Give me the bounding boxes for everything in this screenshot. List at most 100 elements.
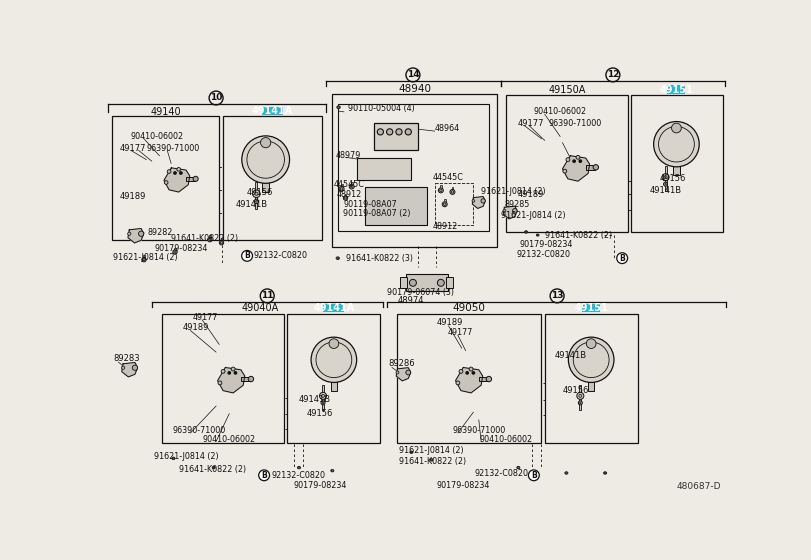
Text: 96390-71000: 96390-71000 (173, 426, 226, 435)
Text: 91641-K0822 (2): 91641-K0822 (2) (171, 234, 238, 242)
Bar (262, 178, 269, 192)
Bar (444, 199, 445, 204)
Circle shape (311, 337, 357, 382)
Ellipse shape (410, 451, 412, 453)
Circle shape (218, 381, 222, 385)
Text: 49177: 49177 (120, 143, 147, 152)
Text: 48964: 48964 (435, 124, 460, 133)
Circle shape (173, 250, 177, 254)
Text: 91641-K0822 (2): 91641-K0822 (2) (179, 465, 246, 474)
Text: 91621-J0814 (2): 91621-J0814 (2) (154, 451, 219, 460)
Bar (324, 304, 345, 312)
Bar (351, 181, 353, 186)
Text: 91621-J0814 (2): 91621-J0814 (2) (113, 253, 178, 262)
Ellipse shape (603, 472, 607, 474)
Bar (186, 176, 195, 181)
Circle shape (442, 202, 447, 207)
Circle shape (193, 176, 198, 181)
Text: 11: 11 (261, 291, 273, 300)
Bar (673, 162, 680, 175)
Circle shape (469, 367, 473, 371)
Ellipse shape (526, 231, 527, 233)
Bar (262, 107, 283, 115)
Circle shape (132, 365, 138, 370)
Circle shape (529, 470, 539, 480)
Circle shape (242, 136, 290, 183)
Text: 44545C: 44545C (433, 173, 464, 182)
Ellipse shape (337, 258, 339, 259)
Polygon shape (122, 362, 138, 377)
Ellipse shape (410, 451, 413, 454)
Text: 480687-D: 480687-D (677, 482, 721, 491)
Text: 49177: 49177 (193, 313, 218, 322)
Circle shape (221, 370, 225, 374)
Circle shape (219, 241, 224, 245)
Circle shape (440, 189, 442, 192)
Circle shape (255, 200, 257, 202)
Text: 49040A: 49040A (242, 303, 279, 313)
Text: 48912: 48912 (433, 222, 458, 231)
Circle shape (664, 176, 667, 179)
Text: 49141B: 49141B (299, 395, 331, 404)
Circle shape (177, 167, 181, 171)
Bar (632, 95, 723, 232)
Circle shape (208, 237, 212, 242)
Ellipse shape (565, 472, 568, 474)
Ellipse shape (525, 231, 528, 233)
Text: 92132-C0820: 92132-C0820 (272, 471, 326, 480)
Text: 90410-06002: 90410-06002 (479, 435, 533, 444)
Circle shape (345, 197, 346, 199)
Bar (452, 187, 453, 192)
Text: 91621-J0814 (2): 91621-J0814 (2) (399, 446, 464, 455)
Circle shape (406, 370, 410, 375)
Text: 49189: 49189 (517, 190, 544, 199)
Text: 48912: 48912 (337, 190, 363, 199)
Circle shape (167, 170, 171, 174)
Circle shape (396, 371, 399, 374)
Text: 12: 12 (607, 71, 619, 80)
Bar (162, 314, 284, 443)
Ellipse shape (298, 467, 300, 468)
Circle shape (451, 191, 453, 193)
Circle shape (466, 372, 468, 374)
Circle shape (242, 250, 252, 261)
Bar (586, 165, 595, 170)
Polygon shape (563, 156, 590, 181)
Circle shape (579, 160, 581, 162)
Text: 49189: 49189 (436, 318, 462, 328)
Text: 44545C: 44545C (334, 180, 365, 189)
Circle shape (444, 203, 446, 206)
Text: 89282: 89282 (148, 228, 174, 237)
Bar (545, 314, 637, 443)
Circle shape (579, 394, 581, 398)
Circle shape (387, 129, 393, 135)
Text: 49177: 49177 (517, 119, 544, 128)
Bar (337, 104, 489, 231)
Bar (446, 277, 453, 288)
Circle shape (231, 367, 235, 371)
Polygon shape (503, 206, 517, 219)
Circle shape (573, 160, 575, 162)
Text: 49189: 49189 (120, 192, 146, 201)
Circle shape (127, 232, 131, 235)
Text: 49141B: 49141B (555, 352, 587, 361)
Bar (209, 235, 211, 240)
Circle shape (438, 188, 444, 193)
Text: B: B (261, 471, 267, 480)
Text: 96390-71000: 96390-71000 (146, 143, 200, 152)
Bar (406, 274, 448, 291)
Text: B: B (531, 471, 537, 480)
Text: 96390-71000: 96390-71000 (453, 426, 506, 435)
Circle shape (616, 253, 628, 264)
Ellipse shape (337, 106, 340, 108)
Ellipse shape (517, 466, 520, 469)
Circle shape (672, 123, 681, 133)
Bar (579, 385, 581, 410)
Text: 49141B: 49141B (235, 200, 268, 209)
Text: 91641-K0822 (2): 91641-K0822 (2) (399, 457, 466, 466)
Ellipse shape (331, 469, 334, 472)
Bar (435, 183, 474, 225)
Circle shape (350, 185, 353, 188)
Circle shape (248, 376, 254, 382)
Circle shape (322, 402, 324, 404)
